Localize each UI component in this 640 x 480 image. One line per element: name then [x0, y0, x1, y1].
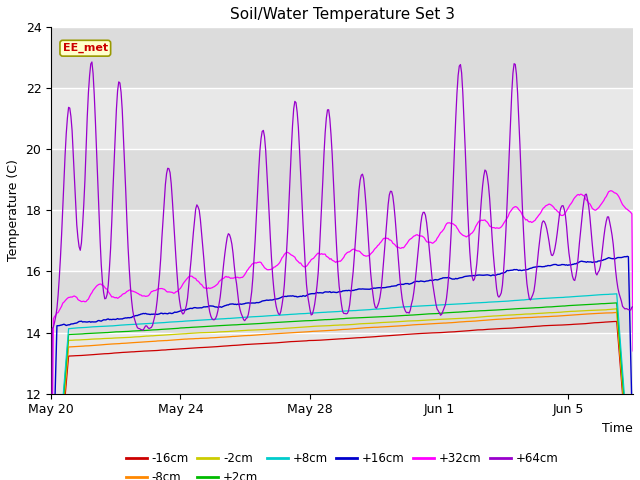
- Title: Soil/Water Temperature Set 3: Soil/Water Temperature Set 3: [230, 7, 454, 22]
- Text: EE_met: EE_met: [63, 43, 108, 53]
- Bar: [51, 333, 633, 394]
- Bar: [51, 210, 633, 272]
- Legend: -16cm, -8cm, -2cm, +2cm, +8cm, +16cm, +32cm, +64cm: -16cm, -8cm, -2cm, +2cm, +8cm, +16cm, +3…: [121, 447, 563, 480]
- Bar: [51, 88, 633, 149]
- X-axis label: Time: Time: [602, 422, 633, 435]
- Y-axis label: Temperature (C): Temperature (C): [7, 159, 20, 262]
